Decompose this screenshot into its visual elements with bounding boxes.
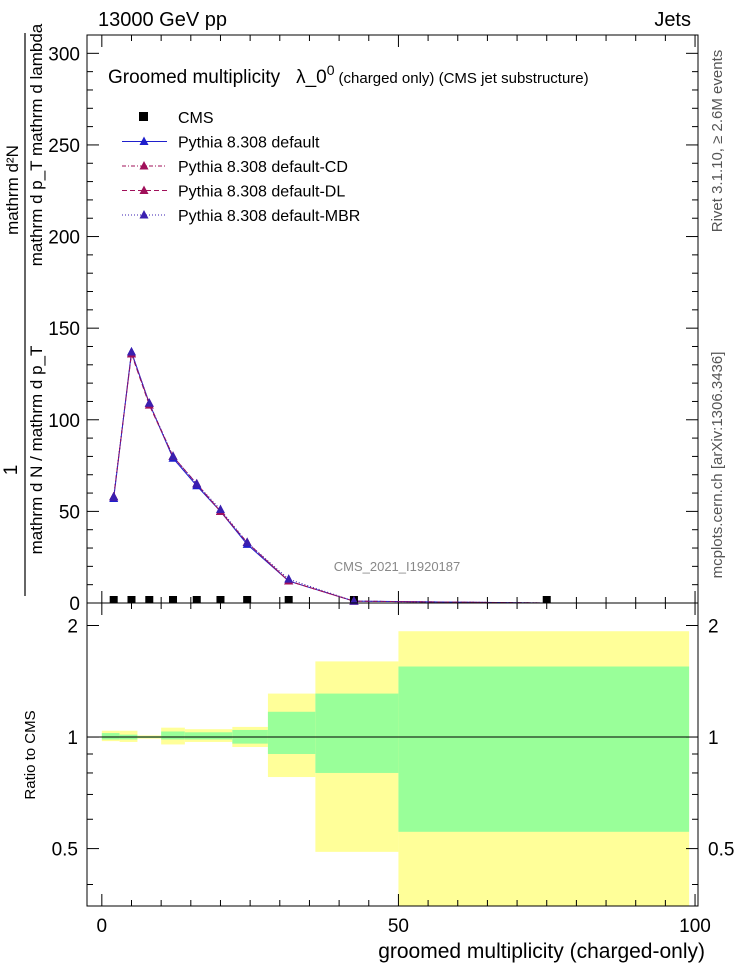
- ratio-y-tick-label-right: 1: [708, 728, 719, 749]
- ratio-y-label: Ratio to CMS: [22, 710, 39, 799]
- inner-band: [184, 732, 233, 740]
- y-tick-label: 300: [48, 44, 80, 65]
- series-point-4: [215, 504, 225, 514]
- series-point-4: [168, 451, 178, 460]
- cms-data-point: [145, 596, 154, 603]
- cms-data-point: [243, 596, 252, 603]
- series-point-4: [284, 574, 294, 583]
- cms-data-point: [284, 596, 293, 603]
- x-tick-label: 100: [679, 916, 711, 937]
- main-panel: 0 50 100 150 200 250 300 Groomed multiplicity λ…: [1, 23, 699, 615]
- inner-band: [398, 666, 690, 832]
- series-line-4: [113, 351, 547, 604]
- ratio-y-tick-label: 2: [67, 616, 78, 637]
- legend-label-2: Pythia 8.308 default-CD: [178, 159, 348, 176]
- series-point-4: [144, 398, 154, 407]
- y-label-bottom: mathrm d N / mathrm d p_T: [27, 346, 46, 555]
- y-label-numerator-one: 1: [1, 465, 22, 476]
- cms-data-point: [216, 596, 225, 603]
- y-tick-label: 200: [48, 228, 80, 249]
- y-tick-label: 0: [69, 594, 80, 615]
- series-markers: [109, 346, 551, 605]
- ratio-y-tick-label: 0.5: [52, 840, 78, 861]
- y-tick-label: 250: [48, 136, 80, 157]
- cms-data-point: [169, 596, 178, 603]
- y-tick-label: 100: [48, 411, 80, 432]
- inner-band: [315, 693, 399, 773]
- series-point-4: [192, 478, 202, 488]
- ratio-y-tick-label: 1: [67, 728, 78, 749]
- series-point-4: [242, 537, 252, 547]
- y-tick-label: 150: [48, 319, 80, 340]
- analysis-watermark: CMS_2021_I1920187: [334, 559, 461, 574]
- cms-data-point: [192, 596, 201, 603]
- uncertainty-bands: [101, 631, 690, 906]
- series-point-4: [126, 346, 136, 356]
- x-tick-label: 50: [388, 916, 409, 937]
- legend-marker-3: [139, 185, 149, 194]
- legend-marker-4: [139, 210, 149, 219]
- y-label-mid: mathrm d p_T mathrm d lambda: [27, 23, 46, 266]
- inner-band: [161, 731, 185, 740]
- legend-label-3: Pythia 8.308 default-DL: [178, 184, 345, 201]
- ratio-y-tick-label-right: 2: [708, 616, 719, 637]
- inner-band: [267, 711, 316, 755]
- mcplots-label: mcplots.cern.ch [arXiv:1306.3436]: [709, 352, 726, 579]
- ratio-y-axis: 0.5 0.5 1 1 2 2: [52, 616, 734, 886]
- ratio-panel: 0.5 0.5 1 1 2 2 0 50 100 Ratio to CMS groomed m…: [22, 602, 734, 963]
- rivet-version-label: Rivet 3.1.10, ≥ 2.6M events: [709, 50, 726, 233]
- legend-label-1: Pythia 8.308 default: [178, 135, 320, 152]
- series-line-2: [113, 353, 547, 604]
- y-tick-label: 50: [59, 502, 80, 523]
- series-line-3: [113, 353, 547, 604]
- legend-label-4: Pythia 8.308 default-MBR: [178, 208, 360, 225]
- cms-data-point: [542, 596, 551, 603]
- inner-band: [101, 733, 120, 740]
- x-tick-label: 0: [97, 916, 108, 937]
- legend: CMS Pythia 8.308 default Pythia 8.308 defa…: [122, 110, 360, 225]
- main-y-axis: 0 50 100 150 200 250 300: [48, 34, 698, 615]
- mc-series-lines: [113, 351, 547, 604]
- header-left: 13000 GeV pp: [98, 9, 227, 31]
- series-line-1: [113, 351, 547, 604]
- legend-label-0: CMS: [178, 110, 214, 127]
- series-point-4: [109, 491, 119, 501]
- legend-marker-2: [139, 161, 149, 170]
- ratio-x-axis: 0 50 100: [97, 603, 711, 937]
- legend-marker-1: [139, 136, 149, 145]
- x-axis-label: groomed multiplicity (charged-only): [378, 940, 705, 963]
- legend-marker-cms: [139, 112, 148, 121]
- cms-data-point: [127, 596, 136, 603]
- y-label-top: mathrm d²N: [3, 145, 22, 235]
- ratio-y-tick-label-right: 0.5: [708, 840, 734, 861]
- cms-data-point: [109, 596, 118, 603]
- header-right: Jets: [654, 9, 691, 31]
- plot-title: Groomed multiplicity λ_00 (charged only) (…: [108, 62, 589, 88]
